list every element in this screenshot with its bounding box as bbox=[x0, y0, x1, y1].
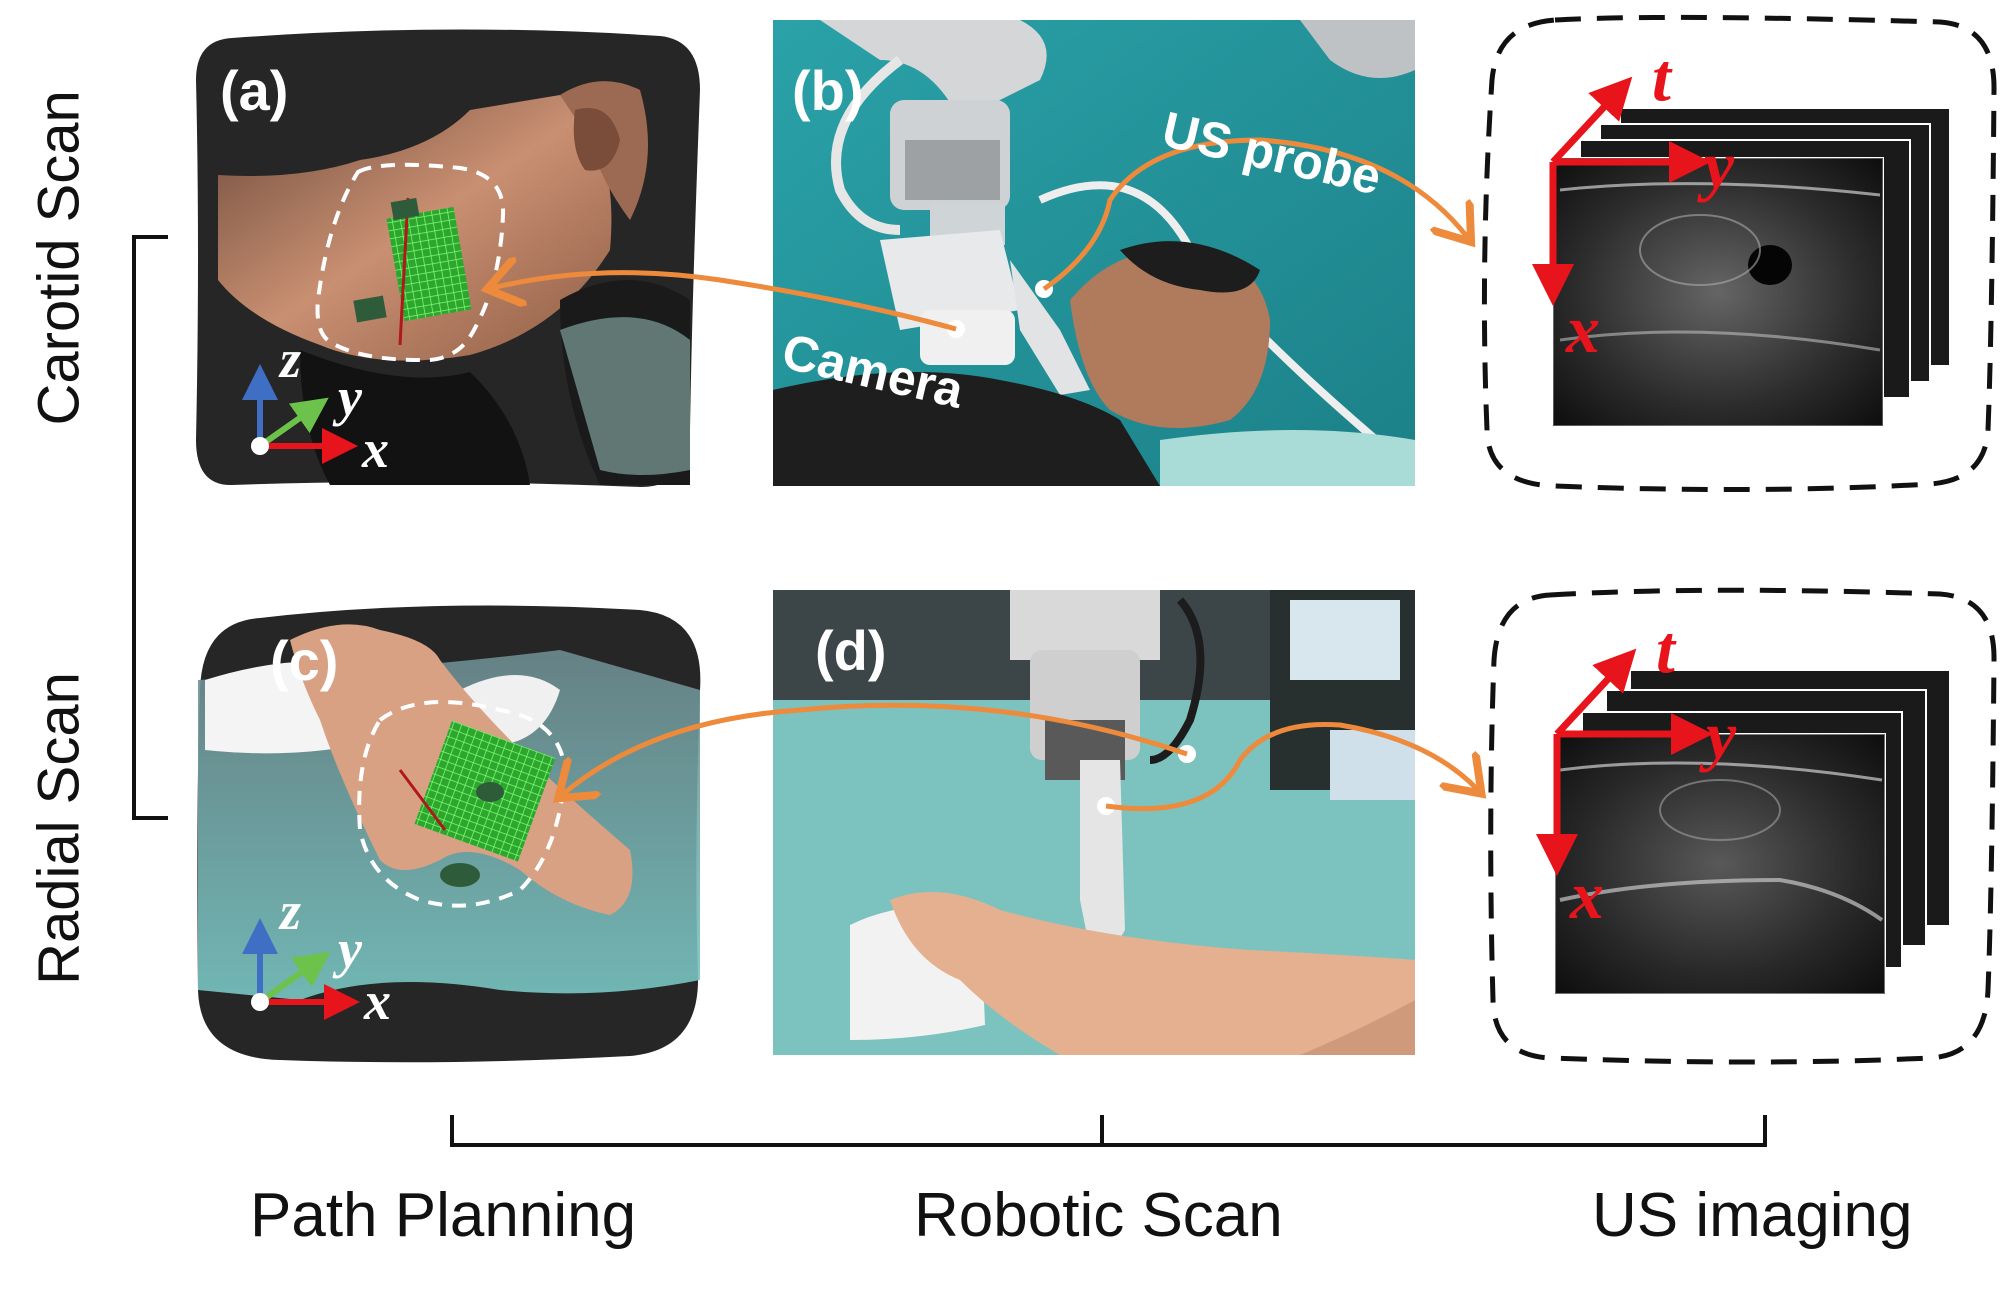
axis-t-label-us-bottom: t bbox=[1656, 611, 1675, 687]
us-top-axes bbox=[1532, 76, 1711, 306]
panel-c-point-cloud bbox=[197, 605, 701, 1063]
row-bracket bbox=[132, 235, 168, 820]
panel-a-axes bbox=[242, 364, 358, 464]
panel-d-photo bbox=[773, 590, 1415, 1055]
axis-x-label-c: x bbox=[364, 971, 391, 1031]
arrow-probe-to-us-top bbox=[1042, 137, 1468, 292]
us-stack-bottom bbox=[1488, 587, 1997, 1065]
panel-tag-d: (d) bbox=[815, 619, 887, 682]
axis-x-label-us-top: x bbox=[1566, 291, 1600, 367]
axis-y-label-a: y bbox=[338, 367, 362, 427]
axis-y-label-us-bottom: y bbox=[1706, 697, 1737, 773]
column-label-path-planning: Path Planning bbox=[250, 1181, 637, 1250]
panel-b-photo bbox=[773, 20, 1415, 486]
axis-x-label-a: x bbox=[362, 419, 389, 479]
arrow-probe-d-to-us-bottom bbox=[1105, 721, 1478, 812]
axis-y-label-us-top: y bbox=[1704, 127, 1735, 203]
axis-x-label-us-bottom: x bbox=[1570, 857, 1604, 933]
axis-z-label-c: z bbox=[280, 881, 302, 941]
row-label-carotid: Carotid Scan bbox=[26, 90, 92, 426]
panel-tag-c: (c) bbox=[270, 629, 339, 692]
axis-t-label-us-top: t bbox=[1652, 39, 1671, 115]
row-label-radial: Radial Scan bbox=[26, 672, 92, 985]
panel-a-point-cloud bbox=[196, 29, 700, 488]
us-bottom-axes bbox=[1536, 648, 1713, 876]
us-stack-top bbox=[1481, 14, 1997, 493]
column-label-robotic-scan: Robotic Scan bbox=[914, 1181, 1283, 1250]
axis-y-label-c: y bbox=[338, 919, 362, 979]
arrow-camera-d-to-c bbox=[562, 702, 1188, 795]
panel-tag-a: (a) bbox=[220, 59, 289, 122]
panel-c-axes bbox=[242, 918, 360, 1020]
axis-z-label-a: z bbox=[280, 329, 302, 389]
column-label-us-imaging: US imaging bbox=[1592, 1181, 1913, 1250]
orange-arrows bbox=[492, 137, 1478, 812]
column-bracket bbox=[450, 1115, 1767, 1147]
arrow-camera-to-a bbox=[492, 273, 957, 332]
panel-tag-b: (b) bbox=[792, 59, 864, 122]
